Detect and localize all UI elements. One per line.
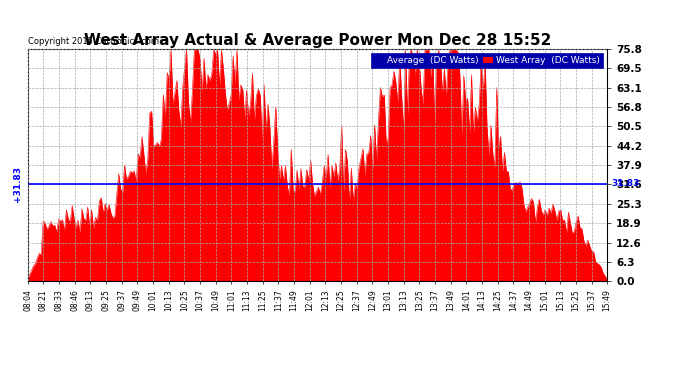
Text: Copyright 2015 Cartronics.com: Copyright 2015 Cartronics.com — [28, 38, 159, 46]
Text: +31.83: +31.83 — [13, 166, 22, 202]
Title: West Array Actual & Average Power Mon Dec 28 15:52: West Array Actual & Average Power Mon De… — [83, 33, 551, 48]
Text: 31.83: 31.83 — [611, 179, 640, 188]
Legend: Average  (DC Watts), West Array  (DC Watts): Average (DC Watts), West Array (DC Watts… — [371, 53, 602, 68]
